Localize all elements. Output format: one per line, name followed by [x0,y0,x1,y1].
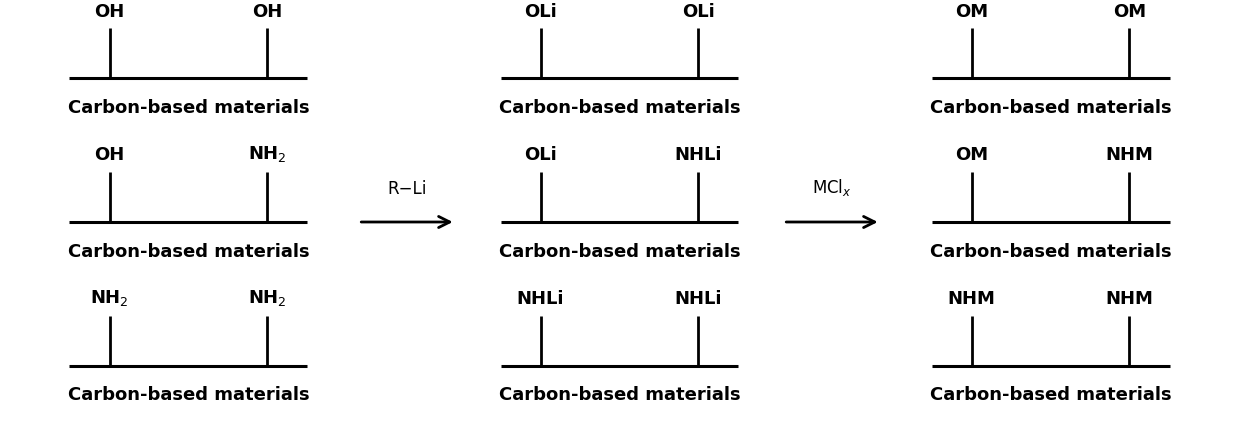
Text: NHLi: NHLi [675,290,722,308]
Text: Carbon-based materials: Carbon-based materials [498,386,741,404]
Text: Carbon-based materials: Carbon-based materials [929,243,1171,261]
Text: OM: OM [955,146,989,164]
Text: OM: OM [955,3,989,20]
Text: OLi: OLi [524,146,558,164]
Text: OH: OH [253,3,282,20]
Text: Carbon-based materials: Carbon-based materials [68,243,310,261]
Text: Carbon-based materials: Carbon-based materials [929,386,1171,404]
Text: OLi: OLi [524,3,558,20]
Text: R−Li: R−Li [388,180,426,198]
Text: Carbon-based materials: Carbon-based materials [498,99,741,117]
Text: NHM: NHM [948,290,996,308]
Text: NH$_2$: NH$_2$ [248,144,286,164]
Text: MCl$_x$: MCl$_x$ [812,177,852,198]
Text: OH: OH [94,3,125,20]
Text: Carbon-based materials: Carbon-based materials [498,243,741,261]
Text: NH$_2$: NH$_2$ [90,288,129,308]
Text: NHLi: NHLi [517,290,564,308]
Text: Carbon-based materials: Carbon-based materials [68,386,310,404]
Text: NH$_2$: NH$_2$ [248,288,286,308]
Text: Carbon-based materials: Carbon-based materials [929,99,1171,117]
Text: OM: OM [1113,3,1146,20]
Text: NHLi: NHLi [675,146,722,164]
Text: OLi: OLi [681,3,715,20]
Text: NHM: NHM [1105,146,1154,164]
Text: NHM: NHM [1105,290,1154,308]
Text: Carbon-based materials: Carbon-based materials [68,99,310,117]
Text: OH: OH [94,146,125,164]
